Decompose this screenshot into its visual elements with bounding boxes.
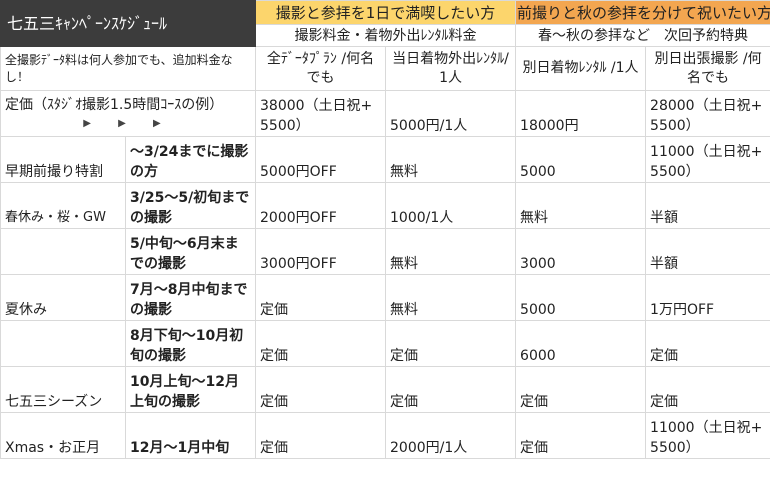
row-value-same-day-kimono: 無料 — [385, 136, 517, 183]
row-value-same-day-kimono: 無料 — [385, 228, 517, 275]
row-category: 夏休み — [0, 274, 126, 321]
row-value-other-day-location: 定価 — [645, 366, 770, 413]
row-value-same-day-kimono: 無料 — [385, 274, 517, 321]
row-value-all-data: 5000円OFF — [255, 136, 387, 183]
row-value-all-data: 3000円OFF — [255, 228, 387, 275]
row-period: 5/中旬〜6月末までの撮影 — [124, 228, 257, 275]
row-category: 七五三シーズン — [0, 366, 126, 413]
row-value-other-day-kimono: 定価 — [515, 366, 647, 413]
base-price-all-data: 38000（土日祝+5500） — [255, 90, 387, 137]
row-value-other-day-location: 半額 — [645, 182, 770, 229]
row-period: 〜3/24までに撮影の方 — [124, 136, 257, 183]
subheader-bonus: 春〜秋の参拝など 次回予約特典 — [515, 24, 770, 47]
base-price-label-cell: 定価（ｽﾀｼﾞｵ撮影1.5時間ｺｰｽの例） ▶ ▶ ▶ — [0, 90, 257, 137]
row-value-other-day-kimono: 無料 — [515, 182, 647, 229]
row-value-same-day-kimono: 1000/1人 — [385, 182, 517, 229]
column-header-row: 全撮影ﾃﾞｰﾀ料は何人参加でも、追加料金なし！ 全ﾃﾞｰﾀﾌﾟﾗﾝ /何名でも … — [0, 46, 770, 91]
page-title: 七五三ｷｬﾝﾍﾟｰﾝｽｹｼﾞｭｰﾙ — [0, 0, 257, 47]
col-same-day-kimono: 当日着物外出ﾚﾝﾀﾙ/1人 — [385, 46, 517, 91]
base-price-other-day-location: 28000（土日祝+5500） — [645, 90, 770, 137]
table-row: 春休み・桜・GW 3/25〜5/初旬までの撮影 2000円OFF 1000/1人… — [0, 182, 770, 229]
row-category: 春休み・桜・GW — [0, 182, 126, 229]
table-row: 七五三シーズン 10月上旬〜12月上旬の撮影 定価 定価 定価 定価 — [0, 366, 770, 413]
subheader-fees: 撮影料金・着物外出ﾚﾝﾀﾙ料金 — [255, 24, 517, 47]
row-value-all-data: 2000円OFF — [255, 182, 387, 229]
free-data-note: 全撮影ﾃﾞｰﾀ料は何人参加でも、追加料金なし！ — [0, 46, 257, 91]
table-row: 夏休み 7月〜8月中旬までの撮影 定価 無料 5000 1万円OFF — [0, 274, 770, 321]
col-all-data-plan: 全ﾃﾞｰﾀﾌﾟﾗﾝ /何名でも — [255, 46, 387, 91]
row-value-other-day-location: 1万円OFF — [645, 274, 770, 321]
table-row: Xmas・お正月 12月〜1月中旬 定価 2000円/1人 定価 11000（土… — [0, 412, 770, 459]
row-value-other-day-location: 定価 — [645, 320, 770, 367]
row-period: 8月下旬〜10月初旬の撮影 — [124, 320, 257, 367]
row-value-same-day-kimono: 2000円/1人 — [385, 412, 517, 459]
campaign-schedule-table: 七五三ｷｬﾝﾍﾟｰﾝｽｹｼﾞｭｰﾙ 撮影と参拝を1日で満喫したい方 前撮りと秋の… — [0, 0, 770, 459]
row-value-all-data: 定価 — [255, 366, 387, 413]
base-price-same-day-kimono: 5000円/1人 — [385, 90, 517, 137]
row-value-same-day-kimono: 定価 — [385, 320, 517, 367]
row-category — [0, 320, 126, 367]
row-value-other-day-kimono: 5000 — [515, 274, 647, 321]
base-price-other-day-kimono: 18000円 — [515, 90, 647, 137]
row-period: 3/25〜5/初旬までの撮影 — [124, 182, 257, 229]
row-value-other-day-location: 11000（土日祝+5500） — [645, 412, 770, 459]
row-category: Xmas・お正月 — [0, 412, 126, 459]
base-price-row: 定価（ｽﾀｼﾞｵ撮影1.5時間ｺｰｽの例） ▶ ▶ ▶ 38000（土日祝+55… — [0, 90, 770, 137]
base-price-label: 定価（ｽﾀｼﾞｵ撮影1.5時間ｺｰｽの例） — [5, 96, 224, 113]
row-value-other-day-kimono: 6000 — [515, 320, 647, 367]
row-value-other-day-kimono: 3000 — [515, 228, 647, 275]
row-value-all-data: 定価 — [255, 412, 387, 459]
plan-header-row: 七五三ｷｬﾝﾍﾟｰﾝｽｹｼﾞｭｰﾙ 撮影と参拝を1日で満喫したい方 前撮りと秋の… — [0, 0, 770, 47]
row-period: 7月〜8月中旬までの撮影 — [124, 274, 257, 321]
row-period: 12月〜1月中旬 — [124, 412, 257, 459]
plan-same-day-header: 撮影と参拝を1日で満喫したい方 — [255, 0, 517, 25]
table-row: 早期前撮り特割 〜3/24までに撮影の方 5000円OFF 無料 5000 11… — [0, 136, 770, 183]
row-value-other-day-kimono: 5000 — [515, 136, 647, 183]
table-row: 8月下旬〜10月初旬の撮影 定価 定価 6000 定価 — [0, 320, 770, 367]
row-value-all-data: 定価 — [255, 274, 387, 321]
plan-separate-day-header: 前撮りと秋の参拝を分けて祝いたい方 — [515, 0, 770, 25]
row-value-all-data: 定価 — [255, 320, 387, 367]
row-value-same-day-kimono: 定価 — [385, 366, 517, 413]
row-value-other-day-location: 半額 — [645, 228, 770, 275]
arrow-right-icons: ▶ ▶ ▶ — [83, 117, 173, 129]
row-category — [0, 228, 126, 275]
row-category: 早期前撮り特割 — [0, 136, 126, 183]
col-other-day-kimono: 別日着物ﾚﾝﾀﾙ /1人 — [515, 46, 647, 91]
table-row: 5/中旬〜6月末までの撮影 3000円OFF 無料 3000 半額 — [0, 228, 770, 275]
row-value-other-day-location: 11000（土日祝+5500） — [645, 136, 770, 183]
row-value-other-day-kimono: 定価 — [515, 412, 647, 459]
col-other-day-location: 別日出張撮影 /何名でも — [645, 46, 770, 91]
row-period: 10月上旬〜12月上旬の撮影 — [124, 366, 257, 413]
